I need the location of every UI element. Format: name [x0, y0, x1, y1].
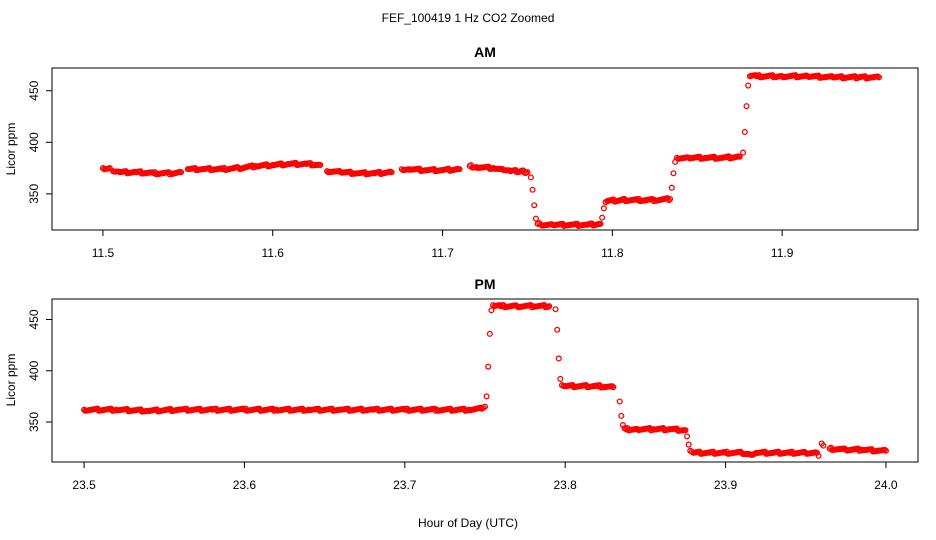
pm-x-tick-label: 24.0 — [874, 478, 898, 492]
am-point — [531, 202, 538, 209]
am-point — [317, 161, 324, 169]
pm-point — [616, 398, 623, 405]
am-point — [529, 186, 536, 193]
am-y-tick-label: 450 — [27, 80, 41, 100]
pm-x-tick-label: 23.8 — [554, 478, 578, 492]
pm-point — [685, 441, 692, 448]
am-point — [599, 214, 606, 221]
pm-point — [815, 452, 822, 459]
panel-am-y-label: Licor ppm — [4, 123, 18, 176]
figure-title: FEF_100419 1 Hz CO2 Zoomed — [382, 11, 555, 25]
am-point — [668, 184, 675, 191]
am-point — [670, 170, 677, 177]
pm-point — [682, 427, 689, 434]
am-point — [600, 205, 607, 212]
pm-y-tick-label: 400 — [27, 360, 41, 380]
am-x-tick-label: 11.7 — [431, 246, 454, 260]
panel-pm-y-label: Licor ppm — [4, 354, 18, 407]
pm-point — [485, 363, 492, 370]
pm-x-tick-label: 23.6 — [233, 478, 257, 492]
figure-x-label: Hour of Day (UTC) — [418, 516, 518, 530]
pm-point — [552, 306, 559, 313]
pm-point — [554, 326, 561, 333]
am-x-tick-label: 11.6 — [262, 246, 285, 260]
panel-am-points — [99, 72, 882, 229]
pm-point — [618, 412, 625, 419]
am-point — [524, 169, 531, 176]
pm-point — [619, 422, 626, 429]
am-point — [736, 153, 743, 160]
panel-pm-title: PM — [475, 276, 496, 292]
panel-am: AM 11.5 11.6 11.7 11.8 11.9 350 400 450 Licor … — [4, 44, 919, 260]
am-y-tick-label: 350 — [27, 184, 41, 204]
pm-point — [483, 393, 490, 400]
pm-point — [557, 375, 564, 383]
am-x-tick-label: 11.8 — [601, 246, 624, 260]
am-x-tick-label: 11.9 — [771, 246, 794, 260]
pm-point — [820, 442, 827, 449]
pm-point — [481, 403, 489, 410]
am-point — [740, 149, 747, 156]
panel-pm-plot-box — [51, 298, 919, 463]
pm-point — [486, 330, 493, 337]
pm-x-tick-label: 23.9 — [714, 478, 738, 492]
pm-point — [610, 384, 617, 391]
am-point — [456, 166, 463, 173]
panel-am-title: AM — [474, 44, 496, 60]
pm-point — [555, 355, 562, 362]
panel-pm: PM 23.5 23.6 23.7 23.8 23.9 24.0 350 400 450 Li… — [4, 276, 919, 492]
am-point — [875, 74, 882, 81]
panel-am-y-axis: 350 400 450 — [27, 80, 52, 204]
pm-point — [488, 307, 495, 314]
am-y-tick-label: 400 — [27, 132, 41, 152]
panel-am-plot-box — [51, 67, 919, 231]
am-point — [178, 169, 185, 176]
pm-point — [546, 303, 553, 310]
am-point — [665, 197, 672, 204]
pm-x-tick-label: 23.7 — [393, 478, 417, 492]
am-point — [745, 82, 752, 89]
am-point — [743, 103, 750, 110]
pm-point — [496, 302, 503, 309]
panel-am-x-axis: 11.5 11.6 11.7 11.8 11.9 — [92, 230, 794, 260]
am-point — [532, 215, 539, 222]
am-x-tick-label: 11.5 — [92, 246, 115, 260]
am-point — [527, 174, 534, 181]
pm-y-tick-label: 350 — [27, 412, 41, 432]
am-point — [388, 169, 395, 176]
panel-pm-y-axis: 350 400 450 — [27, 309, 52, 432]
pm-point — [813, 449, 821, 456]
pm-y-tick-label: 450 — [27, 309, 41, 329]
am-point — [597, 220, 604, 227]
am-point — [106, 165, 113, 172]
pm-point — [684, 433, 691, 440]
am-point — [667, 195, 674, 203]
pm-x-tick-label: 23.5 — [72, 478, 96, 492]
panel-pm-points — [81, 302, 889, 459]
panel-pm-x-axis: 23.5 23.6 23.7 23.8 23.9 24.0 — [72, 462, 898, 492]
pm-point — [882, 447, 889, 454]
am-point — [741, 128, 748, 136]
